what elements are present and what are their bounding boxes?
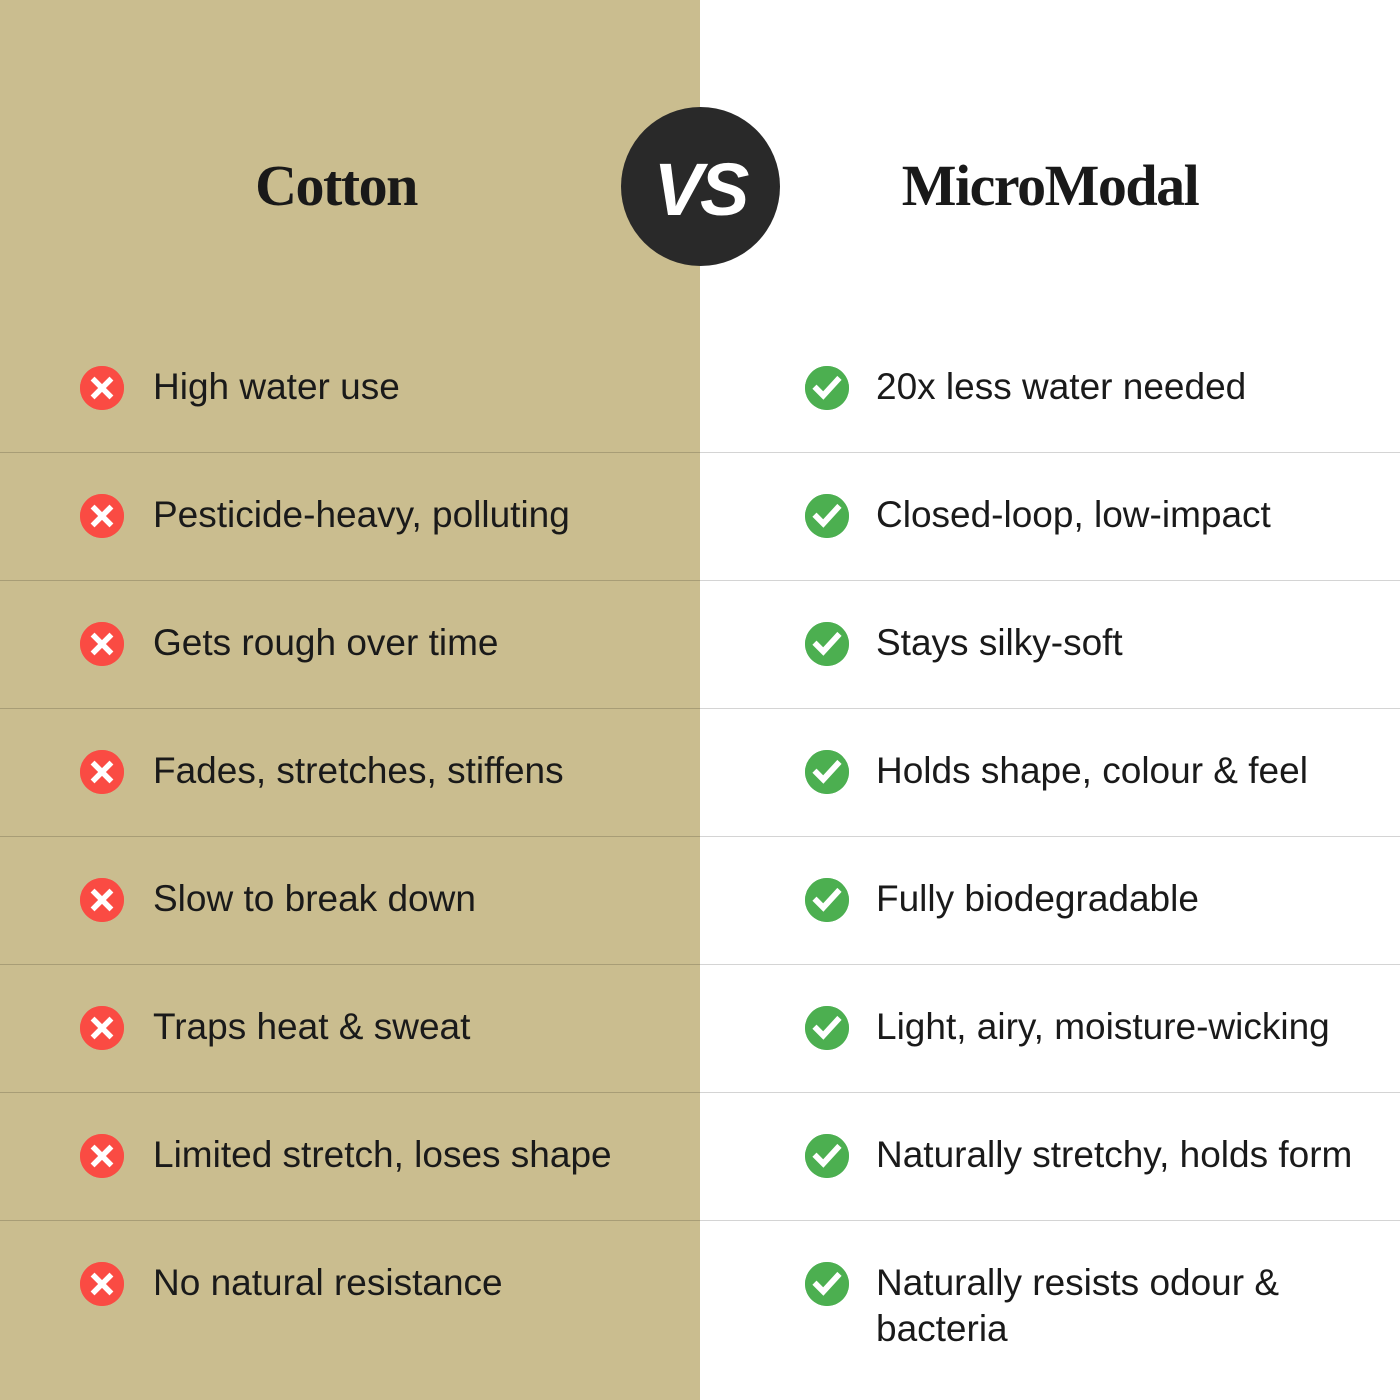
svg-text:VS: VS: [654, 148, 749, 231]
